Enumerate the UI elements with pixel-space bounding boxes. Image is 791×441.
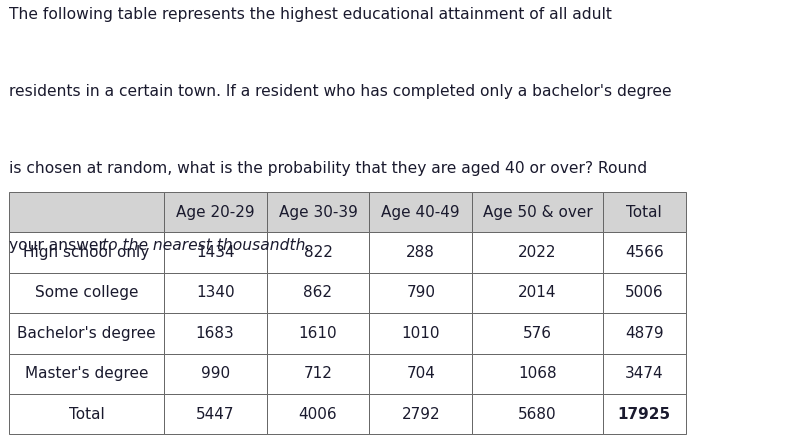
Text: 1340: 1340 (196, 285, 234, 300)
Text: 5680: 5680 (518, 407, 557, 422)
Text: 5006: 5006 (625, 285, 664, 300)
Bar (603, 313, 686, 354)
Text: 2022: 2022 (518, 245, 557, 260)
Bar (369, 192, 472, 232)
Text: Total: Total (69, 407, 104, 422)
Bar (9, 232, 164, 273)
Bar (164, 232, 267, 273)
Bar (9, 354, 164, 394)
Bar (603, 394, 686, 434)
Text: Bachelor's degree: Bachelor's degree (17, 326, 156, 341)
Bar (267, 313, 369, 354)
Text: 4879: 4879 (625, 326, 664, 341)
Text: 1434: 1434 (196, 245, 234, 260)
Bar (472, 232, 603, 273)
Bar (9, 273, 164, 313)
Text: Some college: Some college (35, 285, 138, 300)
Bar (369, 232, 472, 273)
Text: residents in a certain town. If a resident who has completed only a bachelor's d: residents in a certain town. If a reside… (9, 84, 672, 99)
Bar (164, 394, 267, 434)
Text: The following table represents the highest educational attainment of all adult: The following table represents the highe… (9, 7, 612, 22)
Bar (9, 394, 164, 434)
Text: Master's degree: Master's degree (25, 366, 149, 381)
Bar (164, 273, 267, 313)
Text: is chosen at random, what is the probability that they are aged 40 or over? Roun: is chosen at random, what is the probabi… (9, 161, 648, 176)
Bar (472, 313, 603, 354)
Bar (267, 192, 369, 232)
Text: 990: 990 (201, 366, 229, 381)
Bar (369, 354, 472, 394)
Text: 1683: 1683 (196, 326, 234, 341)
Bar (267, 273, 369, 313)
Bar (603, 273, 686, 313)
Bar (472, 394, 603, 434)
Text: Total: Total (626, 205, 662, 220)
Bar (369, 313, 472, 354)
Bar (603, 354, 686, 394)
Text: 5447: 5447 (196, 407, 234, 422)
Text: High school only: High school only (24, 245, 149, 260)
Bar (164, 313, 267, 354)
Bar (603, 232, 686, 273)
Text: Age 20-29: Age 20-29 (176, 205, 255, 220)
Text: 4566: 4566 (625, 245, 664, 260)
Text: 2792: 2792 (402, 407, 440, 422)
Bar (472, 192, 603, 232)
Bar (267, 394, 369, 434)
Text: 288: 288 (407, 245, 435, 260)
Text: 712: 712 (304, 366, 332, 381)
Text: 822: 822 (304, 245, 332, 260)
Bar (267, 232, 369, 273)
Text: 790: 790 (407, 285, 435, 300)
Text: 1068: 1068 (518, 366, 557, 381)
Text: 3474: 3474 (625, 366, 664, 381)
Text: 2014: 2014 (518, 285, 557, 300)
Text: Age 30-39: Age 30-39 (278, 205, 358, 220)
Bar (369, 273, 472, 313)
Text: 1010: 1010 (402, 326, 440, 341)
Bar (9, 192, 164, 232)
Text: 1610: 1610 (299, 326, 337, 341)
Text: 862: 862 (304, 285, 332, 300)
Bar (267, 354, 369, 394)
Text: Age 50 & over: Age 50 & over (483, 205, 592, 220)
Text: 576: 576 (523, 326, 552, 341)
Text: your answer: your answer (9, 238, 110, 253)
Text: 17925: 17925 (618, 407, 671, 422)
Text: 704: 704 (407, 366, 435, 381)
Text: Age 40-49: Age 40-49 (381, 205, 460, 220)
Bar (164, 354, 267, 394)
Bar (472, 273, 603, 313)
Text: to the nearest thousandth.: to the nearest thousandth. (101, 238, 310, 253)
Bar (472, 354, 603, 394)
Bar (603, 192, 686, 232)
Bar (164, 192, 267, 232)
Bar (369, 394, 472, 434)
Bar (9, 313, 164, 354)
Text: 4006: 4006 (299, 407, 337, 422)
